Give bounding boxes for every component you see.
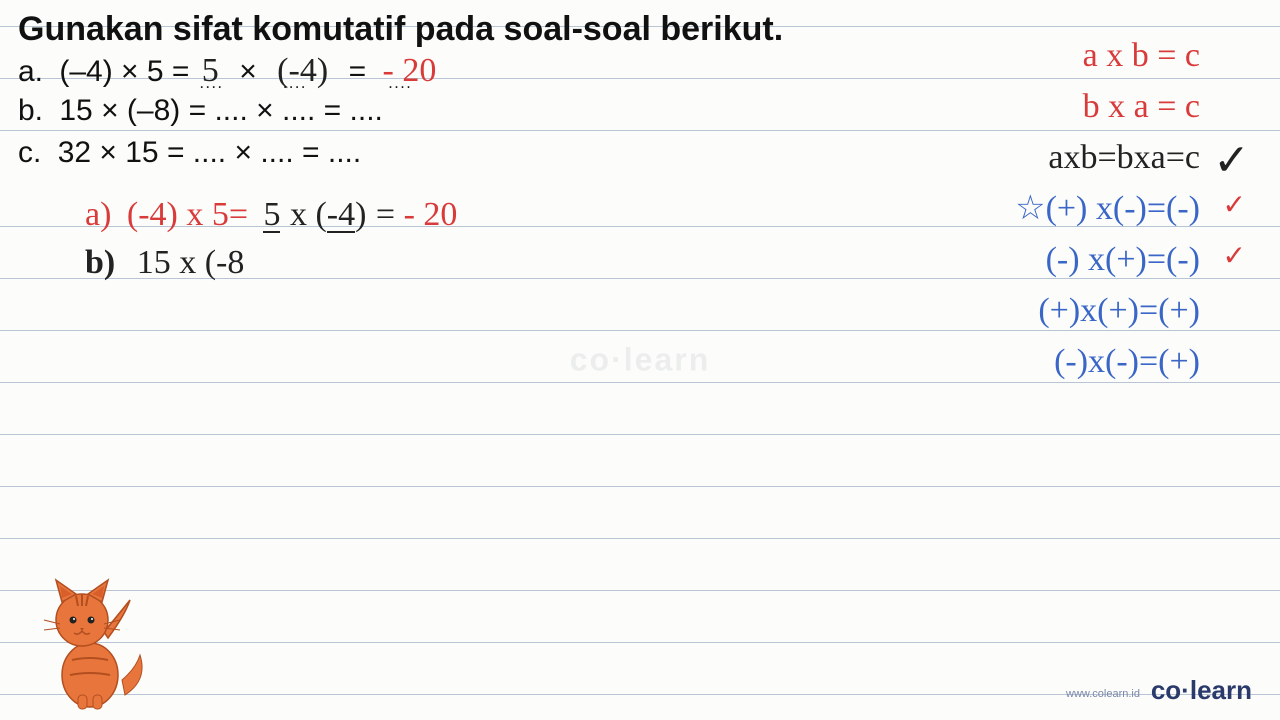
problem-c: c. 32 × 15 = .... × .... = .... — [18, 136, 361, 170]
problem-c-label: c. — [18, 136, 41, 169]
cat-mascot-icon — [30, 560, 150, 710]
problem-b: b. 15 × (–8) = .... × .... = .... — [18, 94, 383, 128]
page-title: Gunakan sifat komutatif pada soal-soal b… — [18, 10, 783, 49]
brand-logo: co·learn — [1151, 675, 1252, 706]
side-line-2: b x a = c — [880, 81, 1240, 132]
solution-b-text: 15 x (-8 — [137, 244, 245, 281]
star-icon: ☆ — [1015, 190, 1045, 227]
problem-c-text: 32 × 15 = .... × .... = .... — [58, 136, 362, 169]
side-line-3: axb=bxa=c ✓ — [880, 132, 1240, 183]
solution-a: a) (-4) x 5= 5 x (-4) = - 20 — [85, 195, 457, 234]
side-line-1: a x b = c — [880, 30, 1240, 81]
solution-a-mid2: (-4) — [315, 196, 366, 233]
side-line-5: (-) x(+)=(-) ✓ — [880, 234, 1240, 285]
solution-a-eq: = — [376, 196, 404, 233]
check-icon-3: ✓ — [1223, 236, 1246, 278]
problem-a-mid: × — [239, 55, 257, 88]
check-icon-2: ✓ — [1223, 185, 1246, 227]
side-line-6: (+)x(+)=(+) — [880, 285, 1240, 336]
watermark-text: co·learn — [570, 342, 710, 379]
solution-a-x: x — [290, 196, 316, 233]
side-line-7: (-)x(-)=(+) — [880, 336, 1240, 387]
side-line-4: ☆(+) x(-)=(-) ✓ — [880, 183, 1240, 234]
side-notes: a x b = c b x a = c axb=bxa=c ✓ ☆(+) x(-… — [880, 30, 1240, 387]
problem-a-label: a. — [18, 55, 43, 88]
solution-a-mid1: 5 — [263, 200, 280, 233]
problem-a: a. (–4) × 5 = .... 5 × .... (-4) = .... … — [18, 52, 436, 90]
problem-a-blank2-hw: .... (-4) — [277, 52, 336, 89]
solution-b: b) 15 x (-8 — [85, 243, 244, 282]
problem-a-eq: = — [349, 55, 367, 88]
problem-a-result-hw: .... - 20 — [383, 52, 437, 89]
problem-b-label: b. — [18, 94, 43, 127]
brand-url: www.colearn.id — [1066, 688, 1140, 700]
problem-b-text: 15 × (–8) = .... × .... = .... — [59, 94, 383, 127]
solution-b-label: b) — [85, 244, 115, 281]
problem-a-blank1-hw: .... 5 — [202, 52, 228, 89]
solution-a-label: a) — [85, 196, 111, 233]
solution-a-res: - 20 — [404, 196, 458, 233]
problem-a-lhs: (–4) × 5 = — [59, 55, 189, 88]
solution-a-lhs: (-4) x 5= — [127, 196, 248, 233]
